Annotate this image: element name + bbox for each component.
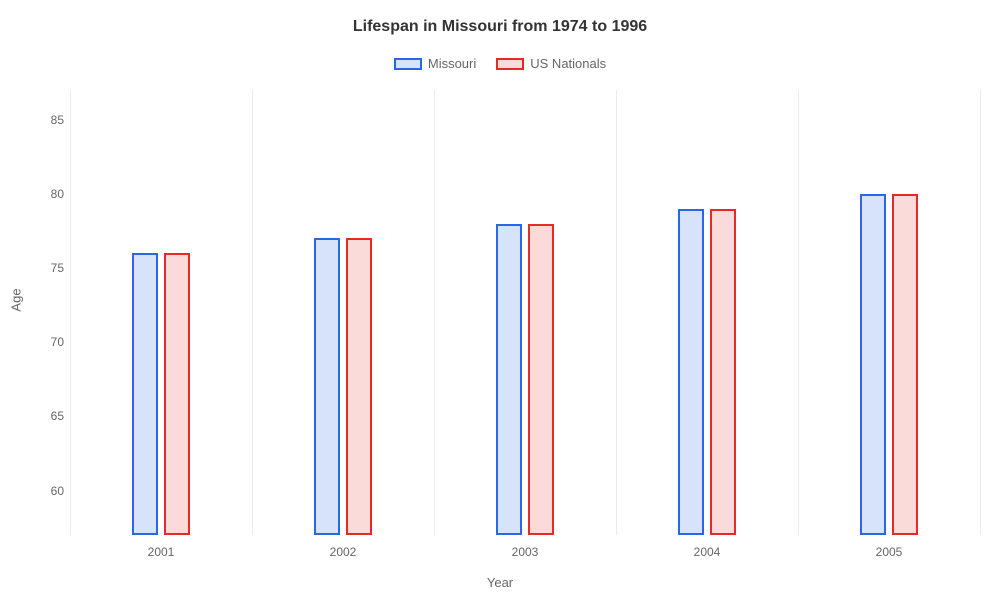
grid-line bbox=[616, 90, 617, 535]
legend-label-missouri: Missouri bbox=[428, 56, 476, 71]
x-axis-title: Year bbox=[487, 575, 513, 590]
legend-label-us-nationals: US Nationals bbox=[530, 56, 606, 71]
grid-line bbox=[980, 90, 981, 535]
y-tick-label: 85 bbox=[34, 113, 64, 127]
y-tick-label: 75 bbox=[34, 261, 64, 275]
grid-line bbox=[434, 90, 435, 535]
x-tick-label: 2002 bbox=[330, 545, 357, 559]
x-tick-label: 2003 bbox=[512, 545, 539, 559]
y-tick-label: 60 bbox=[34, 484, 64, 498]
y-tick-label: 65 bbox=[34, 409, 64, 423]
grid-line bbox=[70, 90, 71, 535]
x-tick-label: 2005 bbox=[876, 545, 903, 559]
legend-swatch-missouri bbox=[394, 58, 422, 70]
plot-area: 60657075808520012002200320042005 bbox=[70, 90, 980, 535]
x-tick-label: 2001 bbox=[148, 545, 175, 559]
legend: Missouri US Nationals bbox=[0, 56, 1000, 71]
chart-container: Lifespan in Missouri from 1974 to 1996 M… bbox=[0, 0, 1000, 600]
legend-item-missouri: Missouri bbox=[394, 56, 476, 71]
y-tick-label: 70 bbox=[34, 335, 64, 349]
bar bbox=[528, 224, 554, 536]
x-tick-label: 2004 bbox=[694, 545, 721, 559]
legend-item-us-nationals: US Nationals bbox=[496, 56, 606, 71]
grid-line bbox=[252, 90, 253, 535]
y-tick-label: 80 bbox=[34, 187, 64, 201]
bar bbox=[346, 238, 372, 535]
bar bbox=[860, 194, 886, 535]
bar bbox=[132, 253, 158, 535]
bar bbox=[892, 194, 918, 535]
bar bbox=[314, 238, 340, 535]
y-axis-title: Age bbox=[9, 288, 24, 311]
bar bbox=[710, 209, 736, 535]
legend-swatch-us-nationals bbox=[496, 58, 524, 70]
bar bbox=[678, 209, 704, 535]
chart-title: Lifespan in Missouri from 1974 to 1996 bbox=[0, 18, 1000, 36]
bar bbox=[496, 224, 522, 536]
bar bbox=[164, 253, 190, 535]
grid-line bbox=[798, 90, 799, 535]
